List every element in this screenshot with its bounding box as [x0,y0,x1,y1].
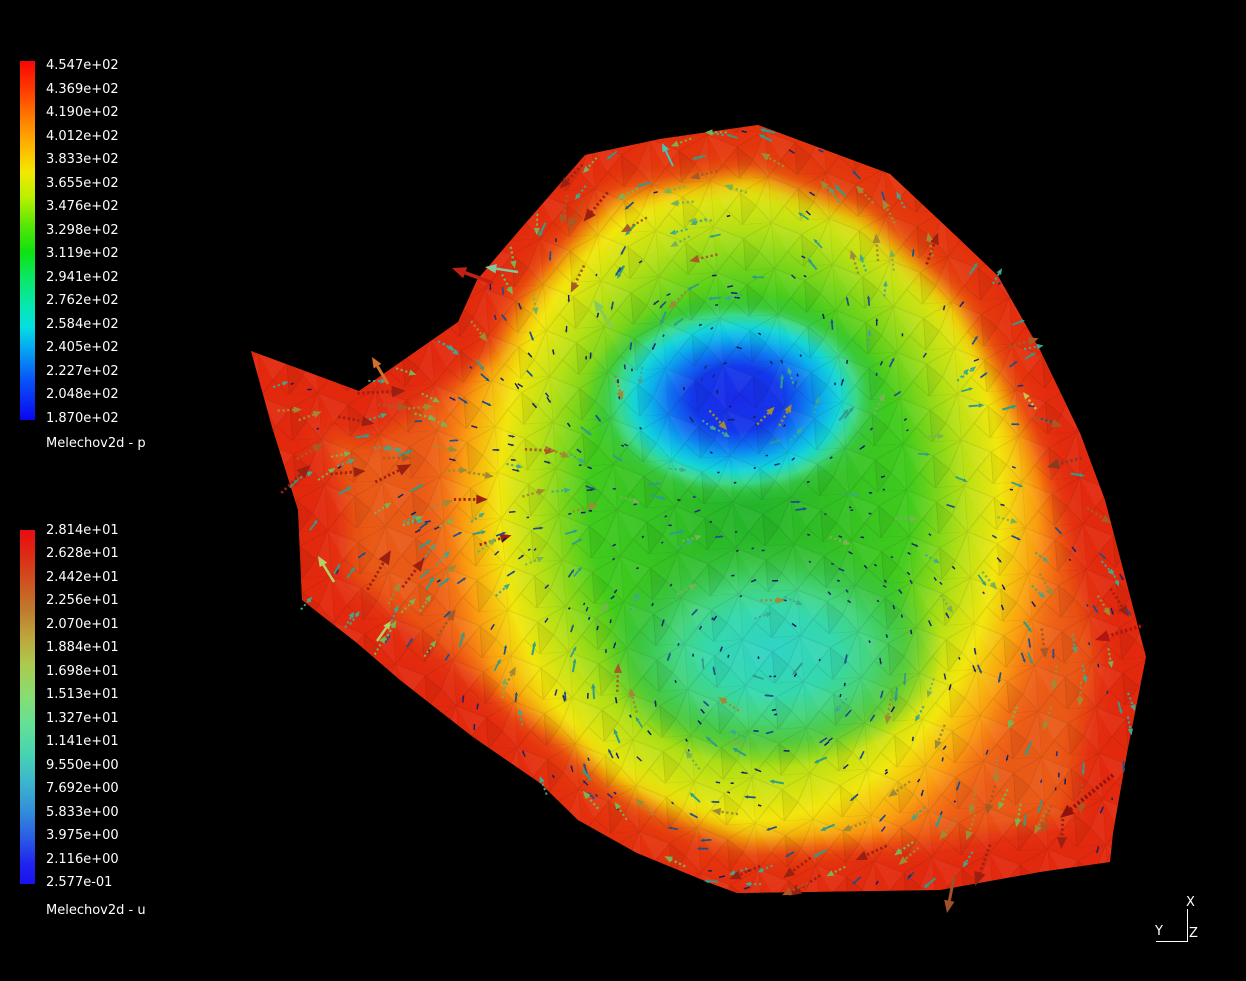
legend-tick: 1.513e+01 [46,687,119,703]
legend-tick: 3.975e+00 [46,828,119,844]
axis-triad-y-line [1156,941,1188,942]
legend-tick: 2.762e+02 [46,293,119,309]
legend-tick: 3.655e+02 [46,175,119,191]
vector-arrow [944,876,956,913]
legend-tick: 2.116e+00 [46,851,119,867]
legend-tick: 4.012e+02 [46,128,119,144]
legend-title-velocity: Melechov2d - u [46,903,146,918]
legend-tick: 1.698e+01 [46,663,119,679]
legend-title-pressure: Melechov2d - p [46,436,146,451]
pressure-contour-surface [251,125,1146,893]
legend-tick: 2.814e+01 [46,523,119,538]
legend-tick: 3.833e+02 [46,152,119,168]
legend-tick: 3.119e+02 [46,246,119,262]
vector-arrow [1060,773,1115,818]
vector-arrow [1047,456,1083,469]
legend-tick: 4.547e+02 [46,58,119,73]
legend-tick: 2.227e+02 [46,363,119,379]
legend-tick: 4.190e+02 [46,105,119,121]
legend-tick: 2.405e+02 [46,340,119,356]
legend-tick: 9.550e+00 [46,757,119,773]
vector-arrow [318,556,336,583]
axis-triad-x-line [1187,909,1188,941]
colorbar-velocity [20,530,35,884]
legend-tick: 4.369e+02 [46,81,119,97]
colorbar-pressure [20,61,35,420]
legend-tick: 3.476e+02 [46,199,119,215]
legend-tick: 1.141e+01 [46,734,119,750]
axis-label-x: X [1186,895,1195,910]
vector-arrow [485,264,519,274]
legend-tick: 1.327e+01 [46,710,119,726]
legend-tick: 2.941e+02 [46,269,119,285]
axis-label-y: Y [1155,924,1163,939]
legend-tick: 2.577e-01 [46,875,113,891]
vector-arrow [375,621,391,642]
featured-vectors [318,143,1142,913]
legend-tick: 2.070e+01 [46,616,119,632]
vector-arrow [372,357,390,385]
legend-tick: 2.048e+02 [46,387,119,403]
legend-tick: 7.692e+00 [46,781,119,797]
vector-arrow [594,300,614,329]
legend-tick: 2.256e+01 [46,593,119,609]
vector-arrow [452,267,494,285]
legend-tick: 2.442e+01 [46,569,119,585]
legend-tick: 5.833e+00 [46,804,119,820]
vector-arrow [1023,392,1037,410]
legend-tick: 2.584e+02 [46,316,119,332]
legend-tick: 2.628e+01 [46,546,119,562]
vector-arrow [662,143,674,167]
velocity-vectors [272,128,1136,896]
axis-label-z: Z [1189,926,1198,941]
legend-tick: 3.298e+02 [46,222,119,238]
vector-arrow [1095,624,1142,642]
legend-tick: 1.884e+01 [46,640,119,656]
legend-tick: 1.870e+02 [46,410,119,426]
